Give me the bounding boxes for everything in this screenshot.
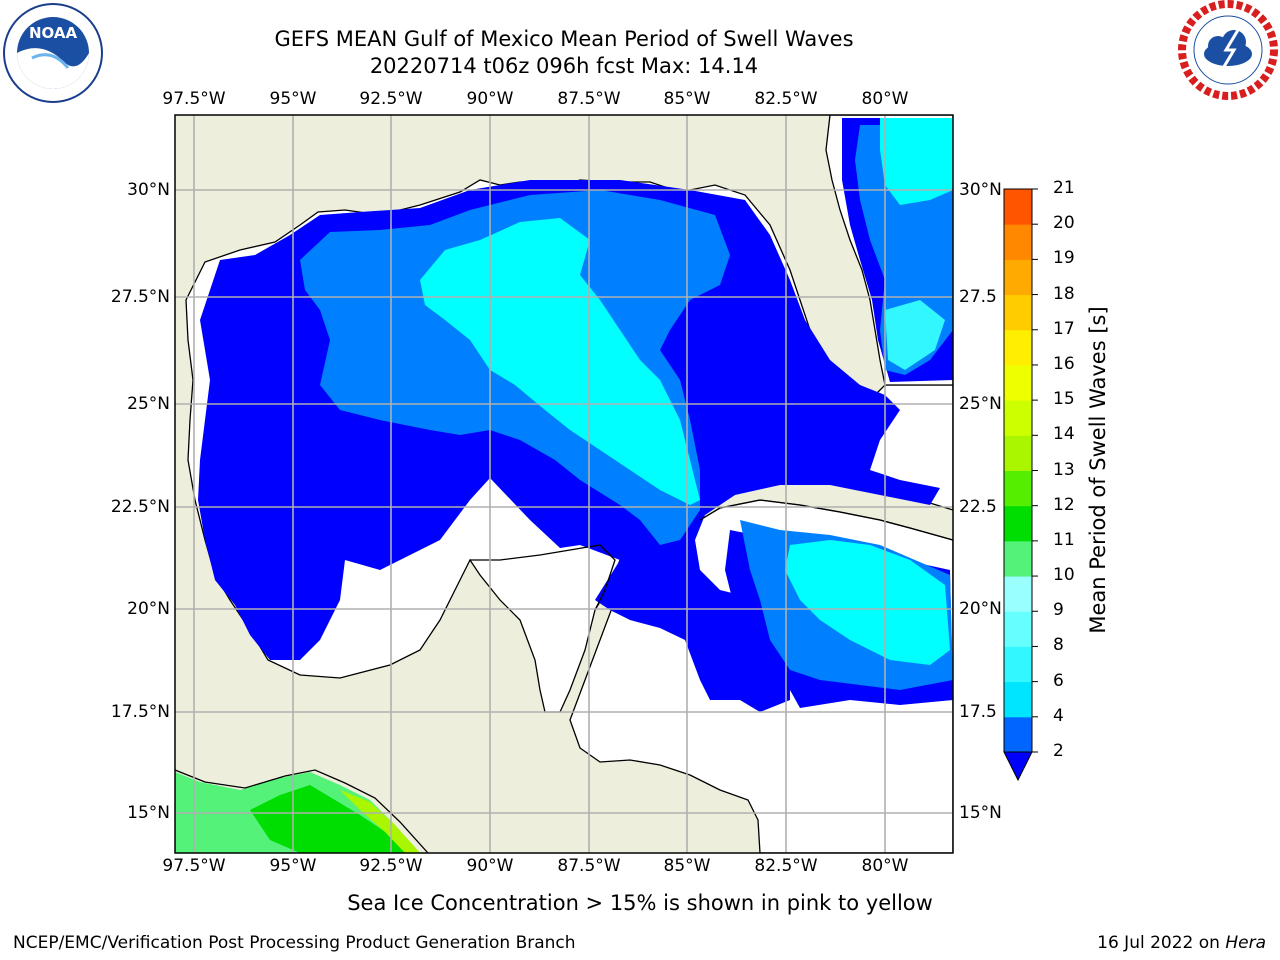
lon-label-top: 87.5°W (557, 89, 621, 109)
map-frame (174, 114, 954, 854)
lat-label-right: 22.5 (959, 497, 997, 517)
swell-band-high (885, 300, 945, 370)
footer-date: 16 Jul 2022 on Hera (1097, 933, 1266, 953)
colorbar-tick-label: 10 (1053, 565, 1075, 586)
pacific-swell (340, 790, 420, 853)
colorbar-segment (1004, 505, 1032, 542)
colorbar-segment (1004, 470, 1032, 507)
colorbar-tick-label: 4 (1053, 705, 1064, 726)
lat-label-right: 20°N (959, 599, 1002, 619)
pacific-swell (250, 785, 405, 853)
lon-label-top: 95°W (269, 89, 317, 109)
colorbar-segment (1004, 611, 1032, 647)
noaa-logo-text: NOAA (29, 24, 78, 42)
lon-label-top: 82.5°W (754, 89, 818, 109)
colorbar-segment (1004, 716, 1032, 753)
lat-label-right: 25°N (959, 394, 1002, 414)
lat-label-right: 30°N (959, 180, 1002, 200)
chart-title: GEFS MEAN Gulf of Mexico Mean Period of … (274, 27, 854, 51)
colorbar-tick-label: 11 (1053, 529, 1075, 550)
colorbar-segment (1004, 400, 1032, 436)
colorbar-tick-label: 9 (1053, 600, 1064, 621)
colorbar-tick-label: 20 (1053, 213, 1075, 234)
colorbar (1003, 188, 1038, 782)
lat-label-left: 30°N (127, 180, 170, 200)
lat-label-right: 27.5 (959, 287, 997, 307)
colorbar-tick-label: 8 (1053, 635, 1064, 656)
chart-subtitle: 20220714 t06z 096h fcst Max: 14.14 (369, 54, 759, 78)
nws-logo (1178, 0, 1278, 100)
colorbar-segment (1004, 646, 1032, 683)
colorbar-tick-label: 6 (1053, 670, 1064, 691)
lon-label-bottom: 90°W (466, 856, 514, 876)
colorbar-tick-label: 17 (1053, 318, 1075, 339)
colorbar-tick-label: 16 (1053, 353, 1075, 374)
yucatan-coastline (470, 544, 616, 611)
lat-label-left: 17.5°N (110, 702, 170, 722)
colorbar-segment (1004, 259, 1032, 296)
lat-label-left: 25°N (127, 394, 170, 414)
swell-band-high (880, 118, 953, 205)
lon-label-top: 90°W (466, 89, 514, 109)
lon-label-bottom: 92.5°W (359, 856, 423, 876)
swell-band-high (785, 540, 950, 665)
colorbar-segment (1004, 681, 1032, 718)
colorbar-tick-label: 12 (1053, 494, 1075, 515)
lat-label-left: 27.5°N (110, 287, 170, 307)
colorbar-tick-label: 13 (1053, 459, 1075, 480)
footer-credit: NCEP/EMC/Verification Post Processing Pr… (13, 933, 576, 953)
footer-host: Hera (1225, 933, 1266, 953)
colorbar-segment (1004, 540, 1032, 577)
colorbar-extend-arrow (1003, 751, 1033, 782)
lat-label-left: 20°N (127, 599, 170, 619)
lon-label-bottom: 80°W (861, 856, 909, 876)
lat-label-right: 17.5 (959, 702, 997, 722)
colorbar-segment (1004, 329, 1032, 366)
colorbar-tick-label: 18 (1053, 283, 1075, 304)
lat-label-left: 22.5°N (110, 497, 170, 517)
lon-label-top: 85°W (663, 89, 711, 109)
colorbar-tick-label: 14 (1053, 424, 1075, 445)
lon-label-top: 80°W (861, 89, 909, 109)
colorbar-label: Mean Period of Swell Waves [s] (1086, 306, 1110, 634)
colorbar-segment (1004, 294, 1032, 331)
lat-label-left: 15°N (127, 803, 170, 823)
gridlines (175, 115, 953, 853)
colorbar-tick-label: 19 (1053, 248, 1075, 269)
colorbar-segment (1004, 224, 1032, 260)
lat-label-right: 15°N (959, 803, 1002, 823)
colorbar-segment (1004, 435, 1032, 471)
colorbar-tick-label: 15 (1053, 389, 1075, 410)
lon-label-top: 97.5°W (162, 89, 226, 109)
lon-label-top: 92.5°W (359, 89, 423, 109)
noaa-logo: NOAA (3, 3, 103, 103)
footer-date-text: 16 Jul 2022 on (1097, 933, 1226, 953)
colorbar-segment (1004, 364, 1032, 401)
lon-label-bottom: 97.5°W (162, 856, 226, 876)
lon-label-bottom: 95°W (269, 856, 317, 876)
colorbar-tick-label: 2 (1053, 741, 1064, 761)
lon-label-bottom: 85°W (663, 856, 711, 876)
colorbar-tick-label: 21 (1053, 178, 1075, 198)
sea-ice-note: Sea Ice Concentration > 15% is shown in … (347, 891, 933, 915)
colorbar-segment (1004, 576, 1032, 612)
colorbar-segment (1004, 189, 1032, 225)
lon-label-bottom: 82.5°W (754, 856, 818, 876)
lon-label-bottom: 87.5°W (557, 856, 621, 876)
